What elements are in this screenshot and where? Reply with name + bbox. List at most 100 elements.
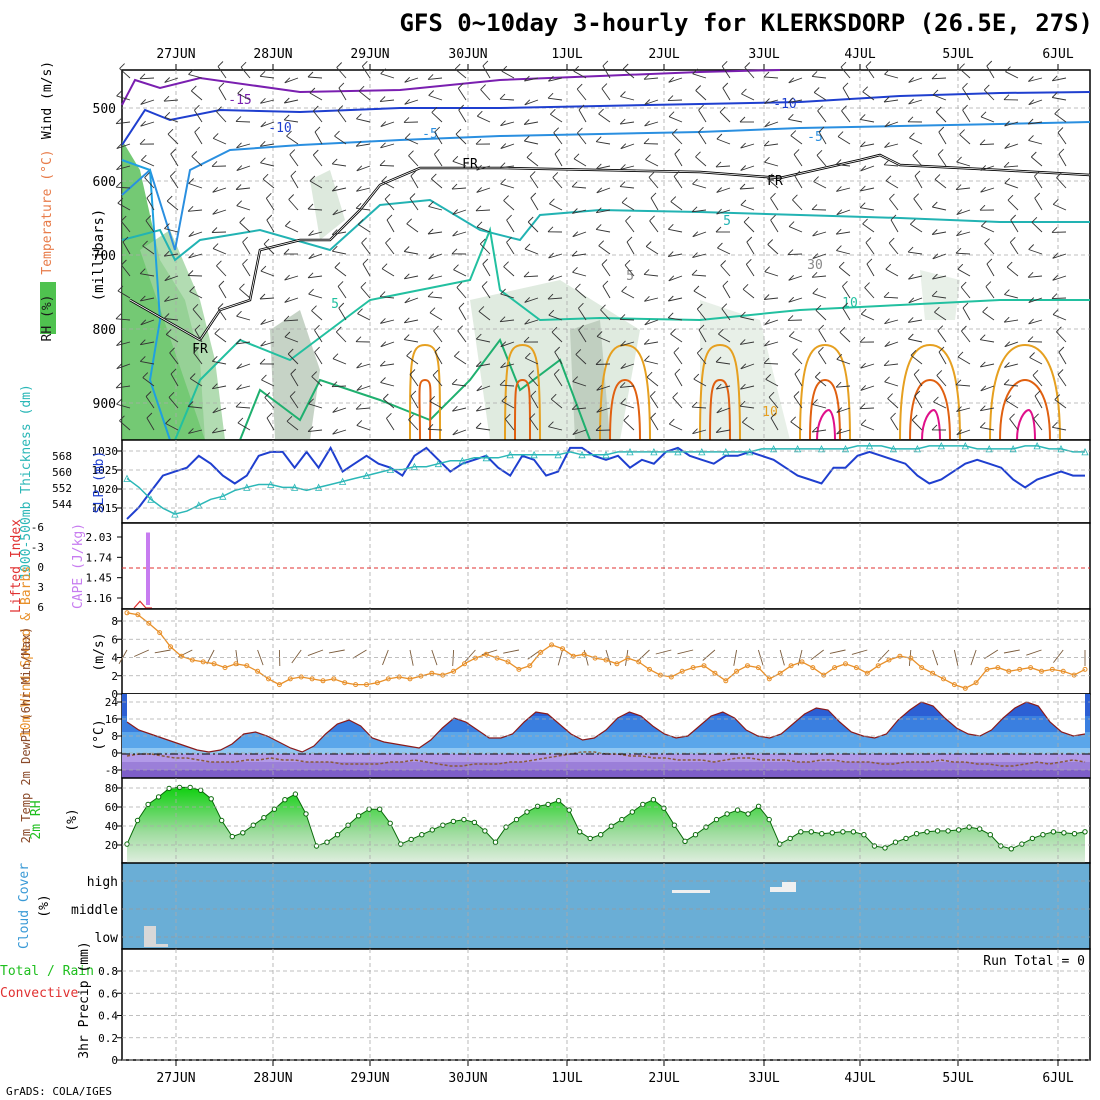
wind-point (701, 663, 707, 669)
y-tick-label: 60 (105, 801, 118, 814)
wind-point (995, 665, 1001, 671)
rh-point (1019, 841, 1025, 847)
rh-point (1071, 831, 1078, 837)
wind-point (276, 682, 282, 688)
wind-point (244, 663, 250, 669)
y-tick-label: 16 (105, 713, 118, 726)
rh-point (724, 811, 730, 817)
date-tick-bottom: 29JUN (350, 1071, 389, 1086)
rh-point (355, 813, 362, 819)
wind-point (690, 665, 696, 671)
thickness-point (123, 474, 131, 482)
rh-point (892, 839, 899, 845)
wind-point (472, 655, 478, 661)
date-tick-bottom: 27JUN (156, 1071, 195, 1086)
rh-point (882, 845, 888, 851)
wind-point (821, 672, 827, 678)
y-tick-label: 0.6 (98, 987, 118, 1000)
wind-panel-label: 10m Wind Speed & Barbs (19, 566, 34, 738)
rh-point (734, 807, 741, 813)
rh-point (250, 822, 257, 828)
y-tick-label: 0.8 (98, 965, 118, 978)
wind-point (625, 655, 631, 661)
date-tick-top: 1JUL (551, 47, 582, 62)
wind-point (951, 682, 957, 688)
date-tick-top: 2JUL (648, 47, 679, 62)
rh-point (461, 816, 467, 823)
rh-point (545, 801, 551, 808)
wind-point (766, 676, 772, 682)
wind-point (124, 610, 130, 616)
y-tick-label: 0 (111, 747, 118, 760)
wind-point (462, 661, 467, 667)
rh-point (1050, 829, 1057, 835)
y-tick-label: 24 (105, 696, 119, 709)
rh-point (850, 829, 857, 835)
credit-label: GrADS: COLA/IGES (6, 1085, 112, 1098)
wind-point (962, 685, 968, 691)
rh-point (166, 785, 172, 792)
rh-point (871, 843, 878, 849)
cloud-low-bar (144, 926, 156, 947)
wind-point (777, 670, 783, 676)
rh-point (861, 832, 867, 838)
rh-point (450, 818, 457, 825)
date-tick-top: 27JUN (156, 47, 195, 62)
bottom-date-axis: 27JUN 28JUN 29JUN 30JUN 1JUL 2JUL 3JUL 4JUL 5JUL… (156, 1060, 1074, 1086)
pressure-tick: 600 (93, 175, 116, 190)
rh-point (513, 816, 520, 823)
rh-point (219, 817, 225, 824)
wind-point (712, 670, 718, 676)
wind-point (331, 676, 337, 682)
contour-label: -10 (773, 97, 796, 112)
lifted-index-line (133, 600, 152, 609)
wind-point (1028, 665, 1034, 671)
wind-point (1082, 666, 1088, 672)
thickness-point (817, 445, 826, 453)
contour-label: 5 (723, 214, 731, 229)
wind-point (581, 651, 587, 657)
precip-axis-label: 3hr Precip (mm) (77, 941, 92, 1058)
wind-point (287, 676, 293, 682)
pressure-tick: 800 (93, 323, 116, 338)
contour-label: FR (767, 174, 783, 189)
rh-point (482, 828, 488, 834)
rh-point (577, 829, 583, 835)
rh-point (650, 797, 657, 803)
rh-point (840, 829, 846, 835)
rh-point (440, 822, 446, 828)
wind-point (178, 653, 184, 659)
rh-point (566, 807, 572, 813)
wind-point (451, 668, 457, 674)
thickness-tick: 560 (52, 466, 72, 479)
temp-panel-label: 2m Temp 2m DewPt (6hr Min/Max) (19, 627, 33, 844)
thickness-point (746, 448, 754, 456)
wind-point (309, 676, 315, 682)
rh-point (903, 835, 909, 842)
date-tick-bottom: 28JUN (253, 1071, 292, 1086)
wind-panel: 8 6 4 2 0 (111, 608, 1091, 701)
thickness-point (243, 483, 251, 491)
wind-point (527, 663, 533, 669)
rh-point (934, 828, 941, 834)
rh-point (966, 824, 972, 830)
date-tick-top: 4JUL (844, 47, 875, 62)
wind-point (222, 665, 228, 671)
wind-point (516, 666, 522, 672)
rh-point (471, 819, 478, 826)
rh-point (124, 841, 130, 847)
rh-point (1008, 846, 1014, 852)
thickness-point (171, 510, 179, 518)
rh-point (998, 843, 1004, 849)
y-tick-label: 2 (111, 670, 118, 683)
top-date-axis: 27JUN 28JUN 29JUN 30JUN 1JUL 2JUL 3JUL 4JUL 5JUL… (156, 47, 1074, 70)
thickness-point (961, 442, 969, 450)
rh-point (766, 816, 772, 823)
wind-speed-line (126, 612, 1086, 690)
upper-grid (122, 70, 1090, 440)
wind-point (353, 682, 359, 688)
chart-title: GFS 0~10day 3-hourly for KLERKSDORP (26.… (399, 9, 1093, 37)
thickness-point (650, 448, 658, 456)
li-tick: -6 (31, 521, 44, 534)
wind-point (1039, 668, 1044, 674)
